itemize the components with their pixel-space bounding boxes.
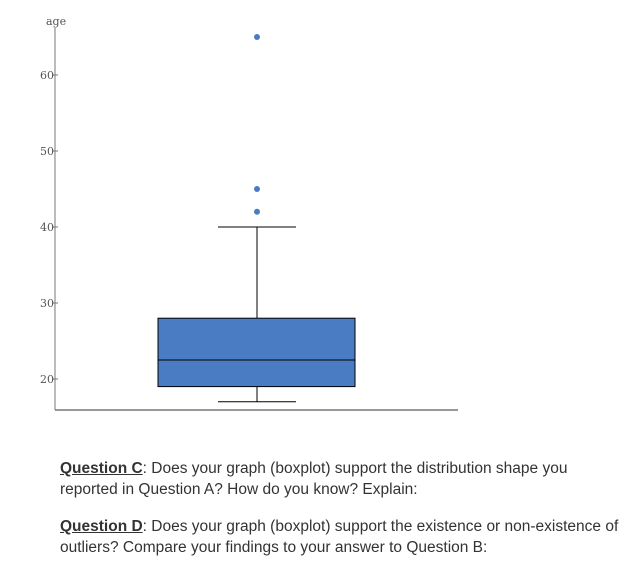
question-d-text: : Does your graph (boxplot) support the … <box>60 518 619 556</box>
question-d: Question D: Does your graph (boxplot) su… <box>60 516 620 558</box>
outlier-group <box>254 34 260 215</box>
question-d-label: Question D <box>60 518 143 535</box>
boxplot-chart: age 20 30 40 50 60 <box>40 15 458 411</box>
questions-section: Question C: Does your graph (boxplot) su… <box>60 458 620 574</box>
question-c-text: : Does your graph (boxplot) support the … <box>60 460 568 498</box>
y-tick-label: 30 <box>40 297 54 310</box>
outlier-point <box>254 186 260 192</box>
iqr-box <box>157 317 356 388</box>
outlier-point <box>254 208 260 215</box>
y-tick-label: 40 <box>40 221 54 234</box>
question-c-label: Question C <box>60 460 143 477</box>
y-axis-title: age <box>46 15 66 28</box>
outlier-point <box>254 34 260 40</box>
question-c: Question C: Does your graph (boxplot) su… <box>60 458 620 500</box>
y-tick-label: 20 <box>40 373 54 386</box>
y-tick-label: 50 <box>40 145 54 158</box>
y-tick-label: 60 <box>40 69 54 82</box>
y-ticks: 20 30 40 50 60 <box>40 69 58 386</box>
box-group <box>157 226 356 403</box>
